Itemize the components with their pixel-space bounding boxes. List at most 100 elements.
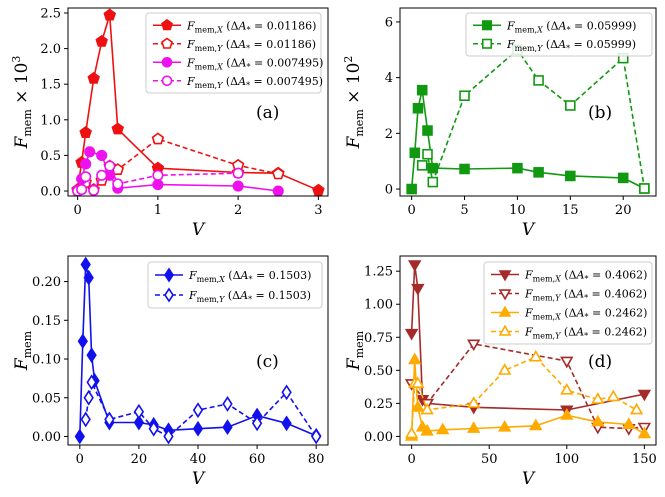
data-point bbox=[152, 169, 164, 181]
legend-box bbox=[147, 261, 323, 309]
data-point bbox=[96, 149, 108, 161]
data-point bbox=[95, 34, 108, 47]
legend-label: Fmem,Y (ΔA* = 0.007495)F_mem,Y (ΔA_* = 0… bbox=[186, 75, 323, 90]
legend-label: Fmem,X (ΔA* = 0.1503)F_mem,X (ΔA_* = 0.1… bbox=[188, 269, 311, 284]
x-tick-label: 0 bbox=[73, 203, 81, 218]
data-point bbox=[416, 160, 428, 171]
data-point bbox=[435, 422, 450, 435]
legend-marker bbox=[498, 289, 512, 301]
legend-label: Fmem,X (ΔA* = 0.007495)F_mem,X (ΔA_* = 0… bbox=[186, 56, 323, 71]
x-tick-label: 20 bbox=[615, 203, 632, 218]
data-point bbox=[84, 146, 96, 158]
y-tick-label: 1.25 bbox=[364, 265, 393, 280]
data-point bbox=[467, 339, 481, 352]
x-tick-label: 80 bbox=[308, 452, 325, 467]
legend-marker bbox=[161, 37, 173, 49]
legend-box bbox=[465, 12, 653, 57]
data-point bbox=[312, 183, 325, 196]
data-point bbox=[96, 169, 108, 181]
y-tick-label: 0.15 bbox=[32, 314, 61, 329]
data-point bbox=[533, 75, 544, 86]
data-point bbox=[80, 411, 91, 428]
data-point bbox=[404, 328, 419, 341]
data-point bbox=[637, 389, 652, 402]
data-point bbox=[152, 179, 164, 191]
y-tick-label: 4 bbox=[385, 71, 393, 86]
data-point bbox=[416, 84, 428, 96]
data-point bbox=[560, 356, 574, 369]
data-point bbox=[411, 376, 425, 389]
y-tick-label: 0.5 bbox=[40, 149, 61, 164]
y-tick-label: 2.0 bbox=[40, 42, 61, 57]
data-point bbox=[411, 283, 425, 296]
data-point bbox=[629, 402, 644, 415]
legend-label: Fmem,Y (ΔA* = 0.01186)F_mem,Y (ΔA_* = 0.… bbox=[186, 38, 316, 53]
plot-area bbox=[404, 260, 652, 441]
x-tick-label: 50 bbox=[481, 452, 498, 467]
x-tick-label: 40 bbox=[190, 452, 207, 467]
data-point bbox=[560, 382, 574, 395]
series-line bbox=[410, 90, 645, 190]
data-point bbox=[408, 352, 422, 365]
y-axis-label: Fmem bbox=[12, 330, 34, 371]
data-point bbox=[427, 162, 439, 174]
data-point bbox=[529, 418, 543, 431]
y-tick-label: 1.5 bbox=[40, 78, 61, 93]
plot-area bbox=[71, 8, 325, 197]
y-tick-label: 0.05 bbox=[32, 391, 61, 406]
panel-b: 0 5 10 15 20 0 2 4 6 Fmem,X (ΔA* = 0.05999)F_mem,… bbox=[342, 7, 657, 240]
data-point bbox=[404, 426, 419, 439]
data-point bbox=[83, 269, 94, 286]
axes-frame bbox=[67, 255, 329, 446]
panel-a: 0 1 2 3 0.0 0.5 1.0 1.5 2.0 2.5 Fmem,X (ΔA* = 0.01… bbox=[10, 6, 329, 240]
x-axis-label: V bbox=[192, 469, 206, 489]
x-tick-label: 5 bbox=[460, 203, 468, 218]
x-tick-label: 15 bbox=[562, 203, 579, 218]
plot-area bbox=[406, 44, 650, 195]
data-point bbox=[79, 126, 92, 138]
data-point bbox=[271, 167, 285, 180]
y-tick-label: 0.20 bbox=[32, 275, 61, 290]
data-point bbox=[311, 428, 322, 445]
legend-label: Fmem,X (ΔA* = 0.2462)F_mem,X (ΔA_* = 0.2… bbox=[524, 307, 647, 322]
y-tick-label: 2 bbox=[385, 127, 393, 142]
panel-label: (b) bbox=[588, 103, 612, 123]
x-tick-label: 0 bbox=[407, 203, 415, 218]
panel-label: (a) bbox=[256, 103, 279, 123]
data-point bbox=[83, 389, 94, 406]
data-point bbox=[104, 411, 115, 428]
legend-label: Fmem,Y (ΔA* = 0.2462)F_mem,Y (ΔA_* = 0.2… bbox=[524, 326, 647, 341]
legend-marker bbox=[161, 18, 173, 31]
data-point bbox=[591, 414, 605, 427]
x-tick-label: 3 bbox=[314, 203, 322, 218]
data-point bbox=[617, 172, 629, 184]
x-axis-label: V bbox=[192, 220, 206, 240]
data-point bbox=[591, 392, 605, 404]
data-point bbox=[422, 148, 433, 160]
x-tick-label: 10 bbox=[509, 203, 526, 218]
y-tick-label: 0.0 bbox=[40, 185, 61, 200]
panel-d: 0 50 100 150 0.00 0.25 0.50 0.75 1.00 1.25 Fmem,X … bbox=[344, 255, 657, 489]
data-point bbox=[80, 158, 92, 170]
data-point bbox=[74, 428, 85, 445]
data-point bbox=[192, 402, 204, 419]
data-point bbox=[112, 178, 124, 190]
legend-marker bbox=[164, 267, 174, 283]
data-point bbox=[420, 402, 434, 415]
y-tick-label: 0 bbox=[385, 183, 393, 198]
x-tick-label: 2 bbox=[234, 203, 242, 218]
y-tick-label: 1.00 bbox=[364, 298, 393, 313]
x-tick-label: 150 bbox=[632, 452, 657, 467]
data-point bbox=[529, 349, 543, 362]
data-point bbox=[133, 403, 145, 420]
data-point bbox=[411, 400, 425, 412]
data-point bbox=[560, 408, 574, 420]
legend-marker bbox=[481, 20, 493, 31]
data-point bbox=[77, 333, 88, 350]
data-point bbox=[86, 374, 97, 391]
data-point bbox=[148, 420, 159, 437]
data-point bbox=[232, 167, 244, 179]
y-axis-label: Fmem bbox=[344, 330, 366, 371]
data-point bbox=[281, 415, 292, 432]
